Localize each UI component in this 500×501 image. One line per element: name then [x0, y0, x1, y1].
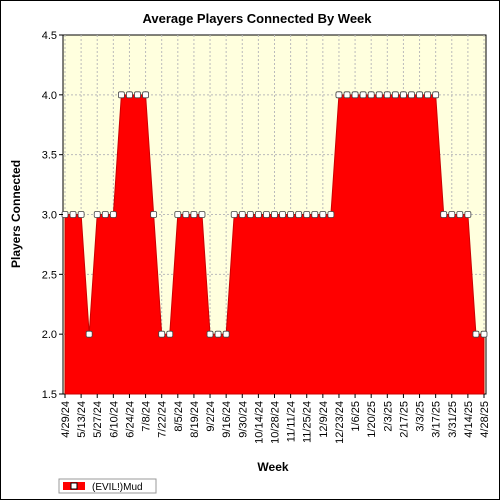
data-point	[440, 211, 448, 218]
data-point	[311, 211, 319, 218]
y-axis-label: Players Connected	[9, 160, 23, 268]
data-point	[391, 91, 399, 99]
data-point	[472, 330, 480, 338]
x-tick-label: 2/3/25	[382, 401, 394, 432]
chart-title: Average Players Connected By Week	[142, 11, 372, 26]
data-point	[142, 91, 149, 99]
x-tick-label: 9/16/24	[221, 401, 233, 438]
series-markers	[61, 91, 488, 338]
y-tick-label: 3.0	[42, 210, 57, 222]
legend-label: (EVIL!)Mud	[92, 482, 143, 493]
y-tick-label: 4.0	[42, 90, 57, 102]
data-point	[464, 211, 472, 218]
x-tick-label: 6/10/24	[108, 401, 120, 438]
x-tick-label: 11/25/24	[302, 401, 314, 443]
data-point	[238, 211, 246, 218]
y-tick-label: 4.5	[42, 30, 57, 42]
x-tick-label: 4/14/25	[463, 401, 475, 438]
data-point	[295, 211, 303, 218]
x-tick-label: 7/22/24	[157, 401, 169, 438]
data-point	[279, 211, 286, 218]
data-point	[93, 211, 101, 218]
x-tick-label: 3/31/25	[447, 401, 459, 438]
data-point	[271, 211, 278, 218]
x-tick-label: 1/6/25	[350, 401, 362, 432]
data-point	[416, 91, 423, 99]
x-tick-label: 8/19/24	[189, 401, 201, 438]
data-point	[383, 91, 391, 99]
data-point	[432, 91, 440, 99]
data-point	[246, 211, 254, 218]
data-point	[150, 211, 158, 218]
y-axis-ticks: 1.5 2.0 2.5 3.0 3.5 4.0 4.5	[42, 30, 63, 401]
data-point	[198, 211, 206, 218]
data-point	[408, 91, 415, 99]
data-point	[263, 211, 270, 218]
data-point	[77, 211, 85, 218]
x-tick-label: 9/30/24	[237, 401, 249, 438]
data-point	[214, 330, 222, 338]
data-point	[126, 91, 133, 99]
data-point	[174, 211, 182, 218]
y-tick-label: 1.5	[42, 389, 57, 401]
data-point	[335, 91, 343, 99]
x-tick-label: 3/3/25	[415, 401, 427, 432]
data-point	[182, 211, 190, 218]
data-point	[190, 211, 198, 218]
x-tick-label: 10/14/24	[253, 401, 265, 444]
data-point	[480, 330, 488, 338]
x-tick-label: 1/20/25	[366, 401, 378, 438]
x-tick-label: 4/29/24	[60, 401, 72, 438]
x-tick-label: 12/23/24	[334, 401, 346, 444]
x-tick-label: 10/28/24	[270, 401, 282, 444]
data-point	[424, 91, 431, 99]
data-point	[222, 330, 230, 338]
x-tick-label: 2/17/25	[398, 401, 410, 438]
data-point	[134, 91, 141, 99]
data-point	[448, 211, 456, 218]
y-tick-label: 2.5	[42, 269, 57, 281]
data-point	[303, 211, 311, 218]
x-tick-label: 5/27/24	[92, 401, 104, 438]
x-tick-label: 9/2/24	[205, 401, 217, 432]
data-point	[343, 91, 351, 99]
data-point	[327, 211, 335, 218]
x-tick-label: 6/24/24	[124, 401, 136, 438]
x-tick-label: 4/28/25	[479, 401, 491, 438]
x-axis-ticks: 4/29/24 5/13/24 5/27/24 6/10/24 6/24/24 7/8/2…	[60, 394, 491, 444]
legend-marker	[70, 482, 78, 490]
data-point	[206, 330, 214, 338]
data-point	[254, 211, 262, 218]
x-tick-label: 7/8/24	[141, 401, 153, 432]
data-point	[69, 211, 77, 218]
x-tick-label: 12/9/24	[318, 401, 330, 438]
x-tick-label: 3/17/25	[431, 401, 443, 438]
data-point	[109, 211, 117, 218]
data-point	[359, 91, 367, 99]
data-point	[158, 330, 166, 338]
data-point	[287, 211, 295, 218]
x-tick-label: 8/5/24	[173, 401, 185, 432]
x-tick-label: 11/11/24	[286, 401, 298, 442]
x-tick-label: 5/13/24	[76, 401, 88, 438]
data-point	[367, 91, 375, 99]
y-tick-label: 2.0	[42, 329, 57, 341]
data-point	[319, 211, 327, 218]
legend: (EVIL!)Mud	[58, 478, 157, 494]
data-point	[118, 91, 125, 99]
data-point	[85, 330, 93, 338]
data-point	[351, 91, 359, 99]
data-point	[456, 211, 464, 218]
data-point	[166, 330, 174, 338]
data-point	[101, 211, 109, 218]
data-point	[375, 91, 383, 99]
x-axis-label: Week	[257, 460, 288, 474]
data-point	[400, 91, 407, 99]
y-tick-label: 3.5	[42, 150, 57, 162]
data-point	[230, 211, 238, 218]
